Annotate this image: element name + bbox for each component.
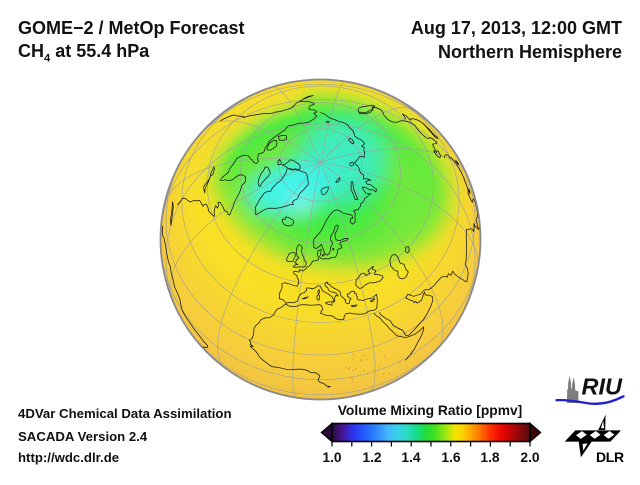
svg-text:RIU: RIU xyxy=(582,373,624,399)
svg-text:DLR: DLR xyxy=(596,449,624,465)
